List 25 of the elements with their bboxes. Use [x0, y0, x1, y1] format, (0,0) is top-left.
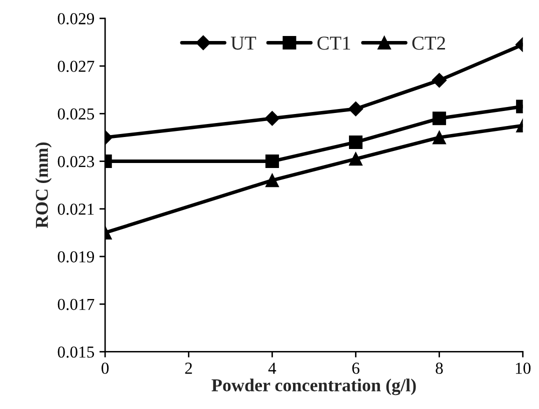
point [348, 152, 363, 166]
y-tick-label: 0.023 [58, 156, 94, 168]
point [348, 135, 363, 149]
legend-label: CT2 [412, 36, 446, 50]
x-tick-label: 10 [516, 362, 531, 374]
y-tick-label: 0.017 [58, 298, 94, 310]
x-tick-label: 0 [102, 362, 109, 374]
point [265, 154, 279, 168]
legend-label: CT1 [317, 36, 350, 50]
x-tick-label: 8 [436, 362, 443, 374]
point [348, 101, 364, 116]
y-tick-label: 0.025 [58, 108, 94, 120]
y-tick-label: 0.019 [58, 251, 94, 263]
y-axis-title: ROC (mm) [35, 142, 52, 228]
y-tick-label: 0.027 [58, 60, 94, 72]
point [265, 174, 279, 188]
x-tick-label: 4 [268, 362, 276, 374]
point [264, 111, 280, 126]
x-tick-label: 6 [352, 362, 360, 374]
legend-label: UT [230, 36, 256, 50]
y-tick-label: 0.021 [58, 204, 94, 215]
x-tick-label: 2 [185, 362, 192, 374]
y-tick-label: 0.015 [58, 346, 94, 358]
x-axis-title: Powder concentration (g/l) [212, 378, 416, 396]
y-tick-label: 0.029 [58, 13, 94, 24]
